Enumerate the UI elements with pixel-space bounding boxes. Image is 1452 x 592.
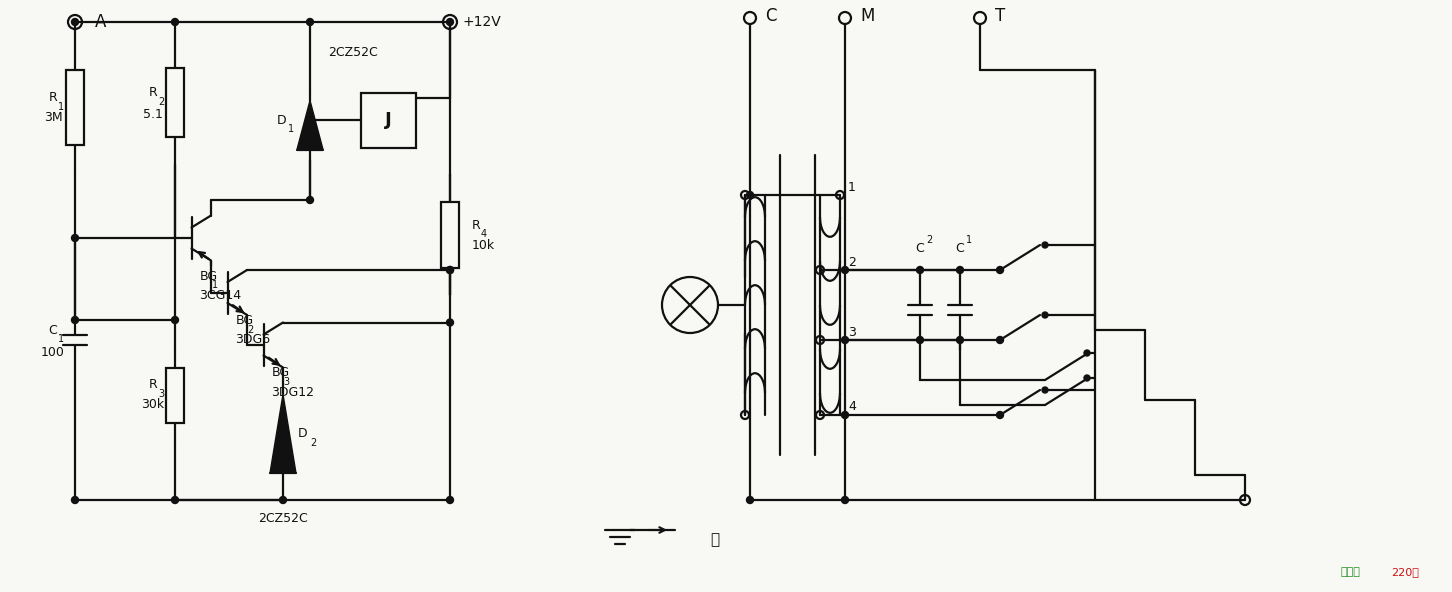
Circle shape [71,317,78,323]
Text: R: R [48,91,58,104]
Circle shape [746,497,754,504]
Text: 1: 1 [848,181,855,194]
Text: R: R [472,218,481,231]
Circle shape [71,234,78,242]
Polygon shape [270,394,296,473]
Circle shape [447,18,453,25]
Circle shape [842,266,848,274]
Bar [166,368,184,423]
Text: C: C [765,7,777,25]
Bar [441,202,459,268]
Circle shape [447,319,453,326]
Text: +12V: +12V [462,15,501,29]
Circle shape [1085,375,1090,381]
Text: C: C [916,242,925,255]
Text: 2CZ52C: 2CZ52C [258,511,308,525]
Text: A: A [94,13,106,31]
Circle shape [996,336,1003,343]
Text: 2: 2 [309,437,317,448]
Text: 3: 3 [283,377,289,387]
Circle shape [996,266,1003,274]
Text: D: D [277,114,287,127]
Circle shape [1043,387,1048,393]
Circle shape [171,18,179,25]
Text: 1: 1 [212,280,218,290]
Circle shape [1043,242,1048,248]
Bar [166,68,184,137]
Text: D: D [298,427,308,440]
Text: 4: 4 [481,229,486,239]
Circle shape [916,336,923,343]
Circle shape [996,411,1003,419]
Text: C: C [955,242,964,255]
Text: 2: 2 [247,324,254,334]
Text: 1: 1 [58,334,64,344]
Circle shape [71,18,78,25]
Circle shape [71,497,78,504]
Circle shape [306,197,314,204]
Text: C: C [48,323,58,336]
Circle shape [447,266,453,274]
Text: 高: 高 [710,532,719,548]
Circle shape [1085,350,1090,356]
Text: 3DG12: 3DG12 [272,385,315,398]
Circle shape [171,317,179,323]
Text: J: J [385,111,392,129]
Circle shape [447,497,453,504]
Text: 5.1: 5.1 [144,108,163,121]
Circle shape [916,266,923,274]
Circle shape [1043,312,1048,318]
Text: R: R [148,86,157,99]
Text: 3: 3 [158,389,164,399]
Text: BG: BG [235,314,254,327]
Text: 2: 2 [926,235,932,245]
Text: 2: 2 [158,96,164,107]
Text: 30k: 30k [141,398,164,411]
Circle shape [171,497,179,504]
Text: 3: 3 [848,326,855,339]
Text: 2CZ52C: 2CZ52C [328,46,378,59]
Circle shape [279,497,286,504]
Circle shape [842,411,848,419]
Circle shape [306,18,314,25]
Circle shape [447,266,453,274]
Text: T: T [995,7,1005,25]
Text: 3M: 3M [44,111,62,124]
Bar [360,92,415,147]
Text: 3DG6: 3DG6 [235,333,270,346]
Text: 10k: 10k [472,239,495,252]
Text: M: M [860,7,874,25]
Text: R: R [148,378,157,391]
Circle shape [842,497,848,504]
Text: 3CG14: 3CG14 [199,288,241,301]
Bar [65,70,84,144]
Text: BG: BG [272,366,289,379]
Circle shape [746,191,754,198]
Circle shape [957,336,964,343]
Circle shape [957,266,964,274]
Text: BG: BG [199,269,218,282]
Text: 100: 100 [41,346,65,359]
Circle shape [842,336,848,343]
Text: 接线图: 接线图 [1340,567,1361,577]
Polygon shape [298,101,322,150]
Text: 220图: 220图 [1391,567,1419,577]
Text: 1: 1 [287,124,295,134]
Text: 2: 2 [848,256,855,269]
Text: 1: 1 [966,235,971,245]
Text: 1: 1 [58,101,64,111]
Text: 4: 4 [848,401,855,413]
